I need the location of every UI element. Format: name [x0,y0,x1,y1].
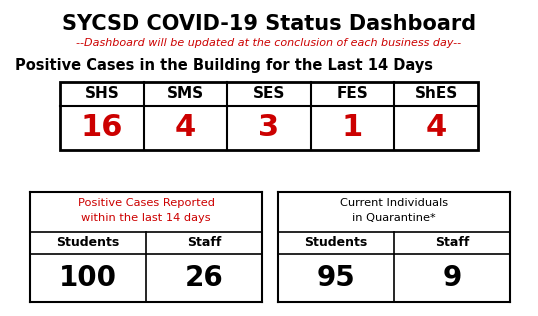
Text: FES: FES [337,87,369,101]
Text: 100: 100 [59,264,117,292]
Text: ShES: ShES [415,87,458,101]
Text: Staff: Staff [187,236,221,250]
Text: Students: Students [56,236,119,250]
Text: in Quarantine*: in Quarantine* [352,213,436,223]
Text: Positive Cases in the Building for the Last 14 Days: Positive Cases in the Building for the L… [15,58,433,73]
Text: 95: 95 [317,264,356,292]
Text: SYCSD COVID-19 Status Dashboard: SYCSD COVID-19 Status Dashboard [62,14,476,34]
Text: Current Individuals: Current Individuals [340,198,448,208]
Text: within the last 14 days: within the last 14 days [81,213,211,223]
Text: SMS: SMS [167,87,204,101]
Text: 26: 26 [185,264,223,292]
Text: 4: 4 [175,113,196,143]
Text: Students: Students [305,236,367,250]
Text: --Dashboard will be updated at the conclusion of each business day--: --Dashboard will be updated at the concl… [76,38,462,48]
Text: SES: SES [253,87,285,101]
Text: Positive Cases Reported: Positive Cases Reported [77,198,215,208]
Text: SHS: SHS [84,87,119,101]
Text: 9: 9 [442,264,462,292]
Text: 4: 4 [426,113,447,143]
Text: 16: 16 [81,113,123,143]
Text: Staff: Staff [435,236,469,250]
Text: 1: 1 [342,113,363,143]
Text: 3: 3 [258,113,280,143]
